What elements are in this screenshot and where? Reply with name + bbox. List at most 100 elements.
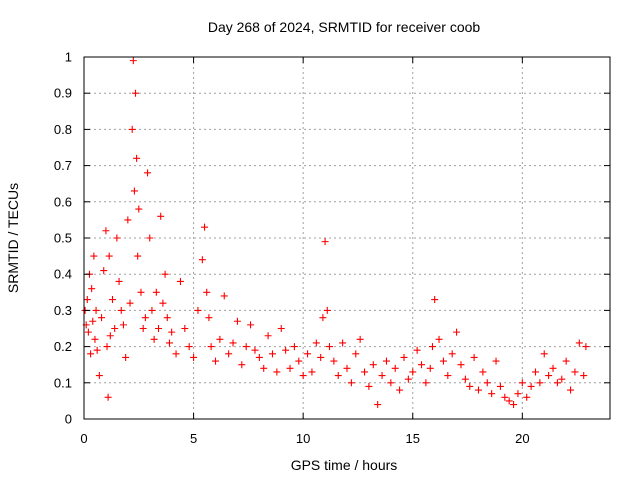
data-point (141, 314, 149, 322)
data-point (168, 328, 176, 336)
data-point (216, 335, 224, 343)
y-tick-label: 0 (65, 412, 72, 427)
data-point (400, 353, 408, 361)
data-point (137, 288, 145, 296)
data-point (165, 339, 173, 347)
data-point (334, 372, 342, 380)
data-point (422, 379, 430, 387)
data-point (157, 212, 165, 220)
data-point (295, 357, 303, 365)
data-point (203, 288, 211, 296)
data-point (479, 368, 487, 376)
data-point (319, 314, 327, 322)
data-point (273, 368, 281, 376)
data-point (95, 372, 103, 380)
data-point (426, 364, 434, 372)
data-point (413, 346, 421, 354)
data-point (562, 357, 570, 365)
data-point (444, 372, 452, 380)
data-point (312, 339, 320, 347)
data-point (91, 335, 99, 343)
y-tick-label: 0.7 (54, 158, 72, 173)
data-point (205, 314, 213, 322)
data-point (439, 357, 447, 365)
data-point (233, 317, 241, 325)
data-point (286, 364, 294, 372)
data-point (98, 314, 106, 322)
data-points (81, 57, 590, 409)
data-point (139, 325, 147, 332)
data-point (212, 357, 219, 365)
data-point (185, 343, 193, 351)
data-point (374, 401, 382, 409)
y-tick-labels: 0 0.1 0.2 0.3 0.4 0.5 0.6 0.7 0.8 0.9 1 (54, 50, 72, 427)
data-point (361, 368, 369, 376)
x-tick-label: 20 (515, 431, 529, 446)
data-point (260, 364, 268, 372)
chart-title: Day 268 of 2024, SRMTID for receiver coo… (208, 19, 481, 35)
data-point (176, 277, 184, 285)
data-point (505, 397, 513, 405)
x-tick-label: 0 (80, 431, 87, 446)
data-point (129, 57, 137, 65)
data-point (308, 368, 316, 376)
data-point (317, 353, 325, 361)
data-point (251, 346, 259, 354)
data-point (435, 335, 443, 343)
y-tick-label: 0.8 (54, 122, 72, 137)
data-point (150, 335, 158, 343)
plot-frame (83, 56, 611, 420)
data-point (126, 299, 134, 307)
data-point (198, 256, 206, 264)
data-point (111, 325, 119, 332)
data-point (133, 154, 141, 162)
data-point (104, 393, 112, 401)
grid (84, 57, 610, 419)
data-point (144, 169, 152, 177)
data-point (148, 306, 156, 314)
data-point (277, 325, 285, 332)
data-point (536, 379, 544, 387)
y-axis-title: SRMTID / TECUs (5, 183, 21, 293)
data-point (155, 325, 163, 332)
data-point (161, 270, 169, 278)
data-point (163, 314, 171, 322)
data-point (553, 379, 561, 387)
data-point (567, 386, 575, 394)
y-tick-label: 0.1 (54, 375, 72, 390)
data-point (391, 364, 399, 372)
data-point (321, 238, 329, 246)
data-point (518, 379, 526, 387)
data-point (290, 343, 298, 351)
data-point (431, 296, 439, 304)
data-point (343, 364, 351, 372)
data-point (510, 401, 518, 409)
data-point (117, 306, 125, 314)
data-point (108, 296, 116, 304)
data-point (264, 332, 272, 340)
data-point (448, 350, 456, 358)
data-point (122, 353, 130, 361)
data-point (220, 292, 228, 300)
data-point (172, 350, 180, 358)
data-point (549, 364, 557, 372)
data-point (545, 372, 553, 380)
data-point (347, 379, 355, 387)
x-tick-label: 15 (406, 431, 420, 446)
data-point (299, 372, 307, 380)
data-point (304, 350, 312, 358)
data-point (128, 125, 136, 133)
data-point (83, 296, 91, 304)
data-point (466, 382, 474, 390)
data-point (580, 372, 588, 380)
data-point (527, 382, 535, 390)
y-tick-label: 1 (65, 50, 72, 65)
data-point (396, 386, 404, 394)
data-point (483, 379, 491, 387)
data-point (190, 353, 198, 361)
data-point (119, 321, 127, 329)
x-tick-label: 5 (190, 431, 197, 446)
data-point (496, 382, 504, 390)
data-point (115, 277, 123, 285)
